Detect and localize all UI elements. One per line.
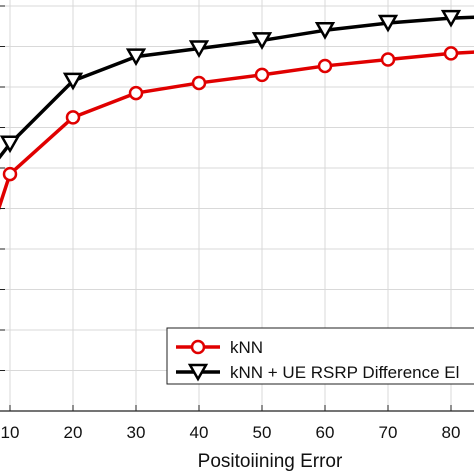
legend-marker-0 — [190, 339, 206, 355]
x-tick-label-7: 80 — [442, 423, 461, 442]
series-line-1 — [0, 15, 474, 160]
series-1-point-1 — [0, 135, 21, 154]
x-tick-label-2: 30 — [127, 423, 146, 442]
x-tick-label-4: 50 — [253, 423, 272, 442]
series-1-point-8 — [440, 9, 462, 28]
series-1-point-4 — [188, 40, 210, 59]
series-0-point-1 — [2, 166, 18, 182]
x-tick-label-1: 20 — [64, 423, 83, 442]
x-axis-title: Positoiining Error — [198, 451, 343, 472]
series-1-point-3 — [125, 48, 147, 67]
series-1-point-5 — [251, 32, 273, 50]
series-1-point-6 — [314, 22, 336, 40]
series-0-point-5 — [254, 67, 270, 83]
tick-labels: 10 20 30 40 50 60 70 80 — [0, 5, 461, 442]
series-0-point-3 — [128, 85, 144, 101]
series-0-point-8 — [443, 46, 459, 61]
series-1-point-7 — [377, 14, 399, 33]
series-0-point-7 — [380, 52, 396, 67]
legend: kNN kNN + UE RSRP Difference El — [166, 327, 474, 385]
series-0-point-4 — [191, 75, 207, 91]
x-tick-label-6: 70 — [379, 423, 398, 442]
series-0-point-2 — [65, 110, 81, 125]
series-line-0 — [0, 50, 474, 211]
legend-label-0: kNN — [230, 338, 263, 357]
series-0-point-6 — [317, 58, 333, 74]
legend-label-1: kNN + UE RSRP Difference El — [230, 363, 459, 382]
x-tick-label-5: 60 — [316, 423, 335, 442]
legend-box — [166, 327, 474, 385]
x-tick-label-3: 40 — [190, 423, 209, 442]
legend-marker-1 — [187, 363, 209, 382]
series-1-point-2 — [62, 72, 84, 91]
x-tick-label-0: 10 — [1, 423, 20, 442]
series-layer — [0, 9, 474, 211]
